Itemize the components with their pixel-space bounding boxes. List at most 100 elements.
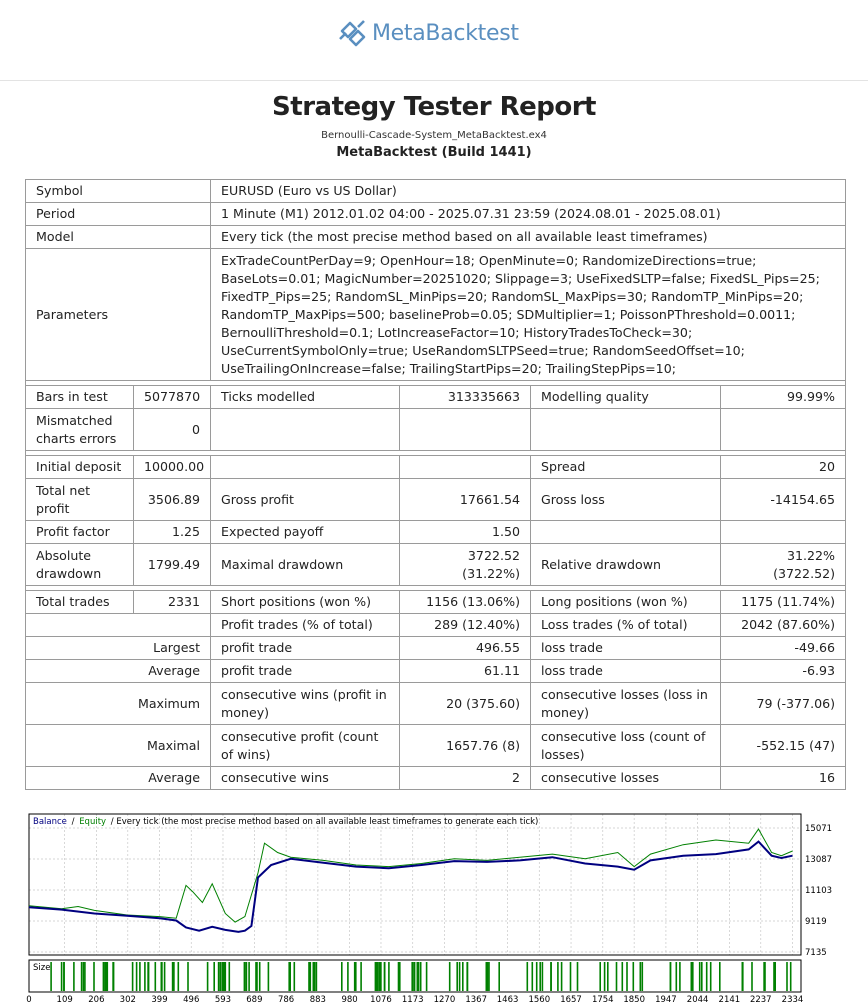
size-bar	[698, 962, 701, 991]
x-tick-label: 1076	[370, 995, 392, 1005]
row-profit-loss-trades: Profit trades (% of total) 289 (12.40%) …	[24, 613, 847, 637]
row-profit-factor: Profit factor 1.25 Expected payoff 1.50	[25, 520, 847, 544]
size-bar	[751, 962, 753, 991]
size-bar	[309, 962, 312, 991]
size-bar	[456, 962, 458, 991]
size-bar	[425, 962, 428, 991]
size-bar	[154, 962, 157, 991]
avg-consecutive-losses-label: consecutive losses	[530, 766, 722, 790]
size-bar	[416, 962, 419, 991]
size-bar	[131, 962, 134, 991]
y-tick-label: 7135	[805, 948, 827, 958]
size-bar	[773, 962, 775, 991]
maximal-label: Maximal	[24, 724, 212, 767]
x-tick-label: 1463	[497, 995, 519, 1005]
total-trades-value: 2331	[132, 590, 212, 614]
x-tick-label: 206	[88, 995, 104, 1005]
absolute-drawdown-label: Absolute drawdown	[25, 543, 134, 586]
size-bar	[412, 962, 414, 991]
gross-loss-label: Gross loss	[530, 478, 722, 521]
size-bar	[104, 962, 107, 991]
logo[interactable]: MetaBacktest	[336, 16, 519, 50]
size-bar	[690, 962, 693, 991]
initial-deposit-value: 10000.00	[132, 455, 212, 479]
size-bar	[669, 962, 672, 991]
size-bar	[60, 962, 63, 991]
size-bar	[399, 962, 401, 991]
largest-profit-value: 496.55	[399, 636, 532, 660]
size-bar	[383, 962, 386, 991]
size-bar	[488, 962, 490, 991]
size-bar	[224, 962, 227, 991]
short-positions-value: 1156 (13.06%)	[399, 590, 532, 614]
size-bar	[177, 962, 180, 991]
size-bar	[603, 962, 606, 991]
size-bar	[102, 962, 105, 991]
max-consecutive-losses-label: consecutive losses (loss in money)	[530, 682, 722, 725]
size-bar	[248, 962, 250, 991]
size-bar	[312, 962, 315, 991]
row-bars: Bars in test 5077870 Ticks modelled 3133…	[25, 385, 847, 409]
x-tick-label: 689	[246, 995, 262, 1005]
size-bar	[206, 962, 209, 991]
report-table: Symbol EURUSD (Euro vs US Dollar) Period…	[24, 179, 847, 790]
size-bar	[82, 962, 85, 991]
row-parameters: Parameters ExTradeCountPerDay=9; OpenHou…	[24, 248, 847, 381]
size-bar	[417, 962, 420, 991]
modelling-quality-label: Modelling quality	[530, 385, 722, 409]
modelling-quality-value: 99.99%	[720, 385, 847, 409]
x-tick-label: 1173	[402, 995, 424, 1005]
absolute-drawdown-value: 1799.49	[132, 543, 212, 586]
net-profit-value: 3506.89	[132, 478, 212, 521]
size-bar	[308, 962, 310, 991]
size-bar	[223, 962, 225, 991]
row-largest: Largest profit trade 496.55 loss trade -…	[24, 636, 847, 660]
row-period: Period 1 Minute (M1) 2012.01.02 04:00 - …	[24, 202, 847, 226]
x-tick-label: 883	[310, 995, 326, 1005]
expected-payoff-label: Expected payoff	[210, 520, 401, 544]
maximum-label: Maximum	[24, 682, 212, 725]
size-plot-frame	[28, 959, 802, 993]
size-bar	[256, 962, 258, 991]
size-bar	[161, 962, 163, 991]
net-profit-label: Total net profit	[25, 478, 134, 521]
size-bar	[163, 962, 166, 991]
profit-trades-label: Profit trades (% of total)	[210, 613, 401, 637]
size-bar	[397, 962, 400, 991]
size-bar	[139, 962, 141, 991]
build-info: MetaBacktest (Build 1441)	[336, 145, 532, 160]
size-bar	[218, 962, 220, 991]
size-bar	[288, 962, 290, 991]
parameters-label: Parameters	[24, 248, 212, 381]
size-bar	[255, 962, 257, 991]
x-tick-label: 496	[183, 995, 199, 1005]
size-label: Size	[33, 963, 50, 973]
size-bar	[541, 962, 544, 991]
average-loss-label: loss trade	[530, 659, 722, 683]
size-bar	[144, 962, 146, 991]
size-bar	[315, 962, 318, 991]
row-model: Model Every tick (the most precise metho…	[24, 225, 847, 249]
page-title: Strategy Tester Report	[272, 92, 596, 122]
size-bar	[313, 962, 316, 991]
balance-line	[28, 840, 793, 933]
size-bar	[774, 962, 776, 991]
size-bar	[526, 962, 529, 991]
average-consecutive-label: Average	[24, 766, 212, 790]
x-tick-label: 593	[215, 995, 231, 1005]
average-profit-value: 61.11	[399, 659, 532, 683]
model-value: Every tick (the most precise method base…	[210, 225, 847, 249]
period-label: Period	[24, 202, 212, 226]
legend-equity: Equity	[79, 817, 106, 827]
top-bar: MetaBacktest	[0, 0, 868, 81]
symbol-value: EURUSD (Euro vs US Dollar)	[210, 179, 847, 203]
spread-value: 20	[720, 455, 847, 479]
size-bar	[675, 962, 678, 991]
maximal-consecutive-profit-value: 1657.76 (8)	[399, 724, 532, 767]
long-positions-value: 1175 (11.74%)	[720, 590, 847, 614]
size-bar	[243, 962, 246, 991]
chart-caption: / Every tick (the most precise method ba…	[111, 817, 539, 827]
size-bar	[709, 962, 712, 991]
profit-factor-value: 1.25	[132, 520, 212, 544]
max-consecutive-wins-value: 20 (375.60)	[399, 682, 532, 725]
